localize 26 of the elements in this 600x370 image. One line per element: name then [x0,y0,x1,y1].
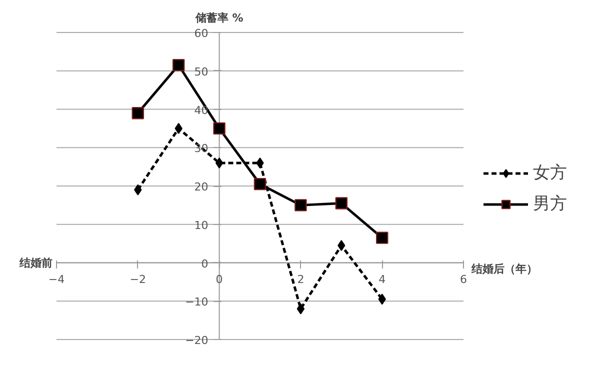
point [215,157,224,168]
point [213,122,226,135]
y-tick-label: 20 [194,180,208,194]
y-tick-label: 40 [194,104,208,117]
x-tick-label: 4 [378,272,386,286]
point [172,59,185,72]
y-tick-label: 10 [194,218,208,232]
y-tick-label: 50 [194,65,208,78]
legend-label: 女方 [533,162,567,184]
x-tick-label: 2 [297,272,304,286]
x-axis-title: 结婚后（年） [470,262,538,276]
point [132,106,144,120]
point [254,178,266,190]
x-tick-label: −2 [130,272,146,286]
y-tick-label: −10 [185,296,208,309]
legend-label: 男方 [533,193,567,215]
x-tick-label: 6 [460,272,467,286]
y-tick-label: −20 [185,334,208,347]
point [376,232,388,244]
y-tick-label: 60 [194,27,208,40]
x-tick-label: −4 [48,272,65,286]
point [335,197,348,210]
point [294,199,307,212]
text: 结婚前 [18,256,52,270]
point [296,303,305,314]
y-axis-title: 储蓄率 % [194,12,244,24]
